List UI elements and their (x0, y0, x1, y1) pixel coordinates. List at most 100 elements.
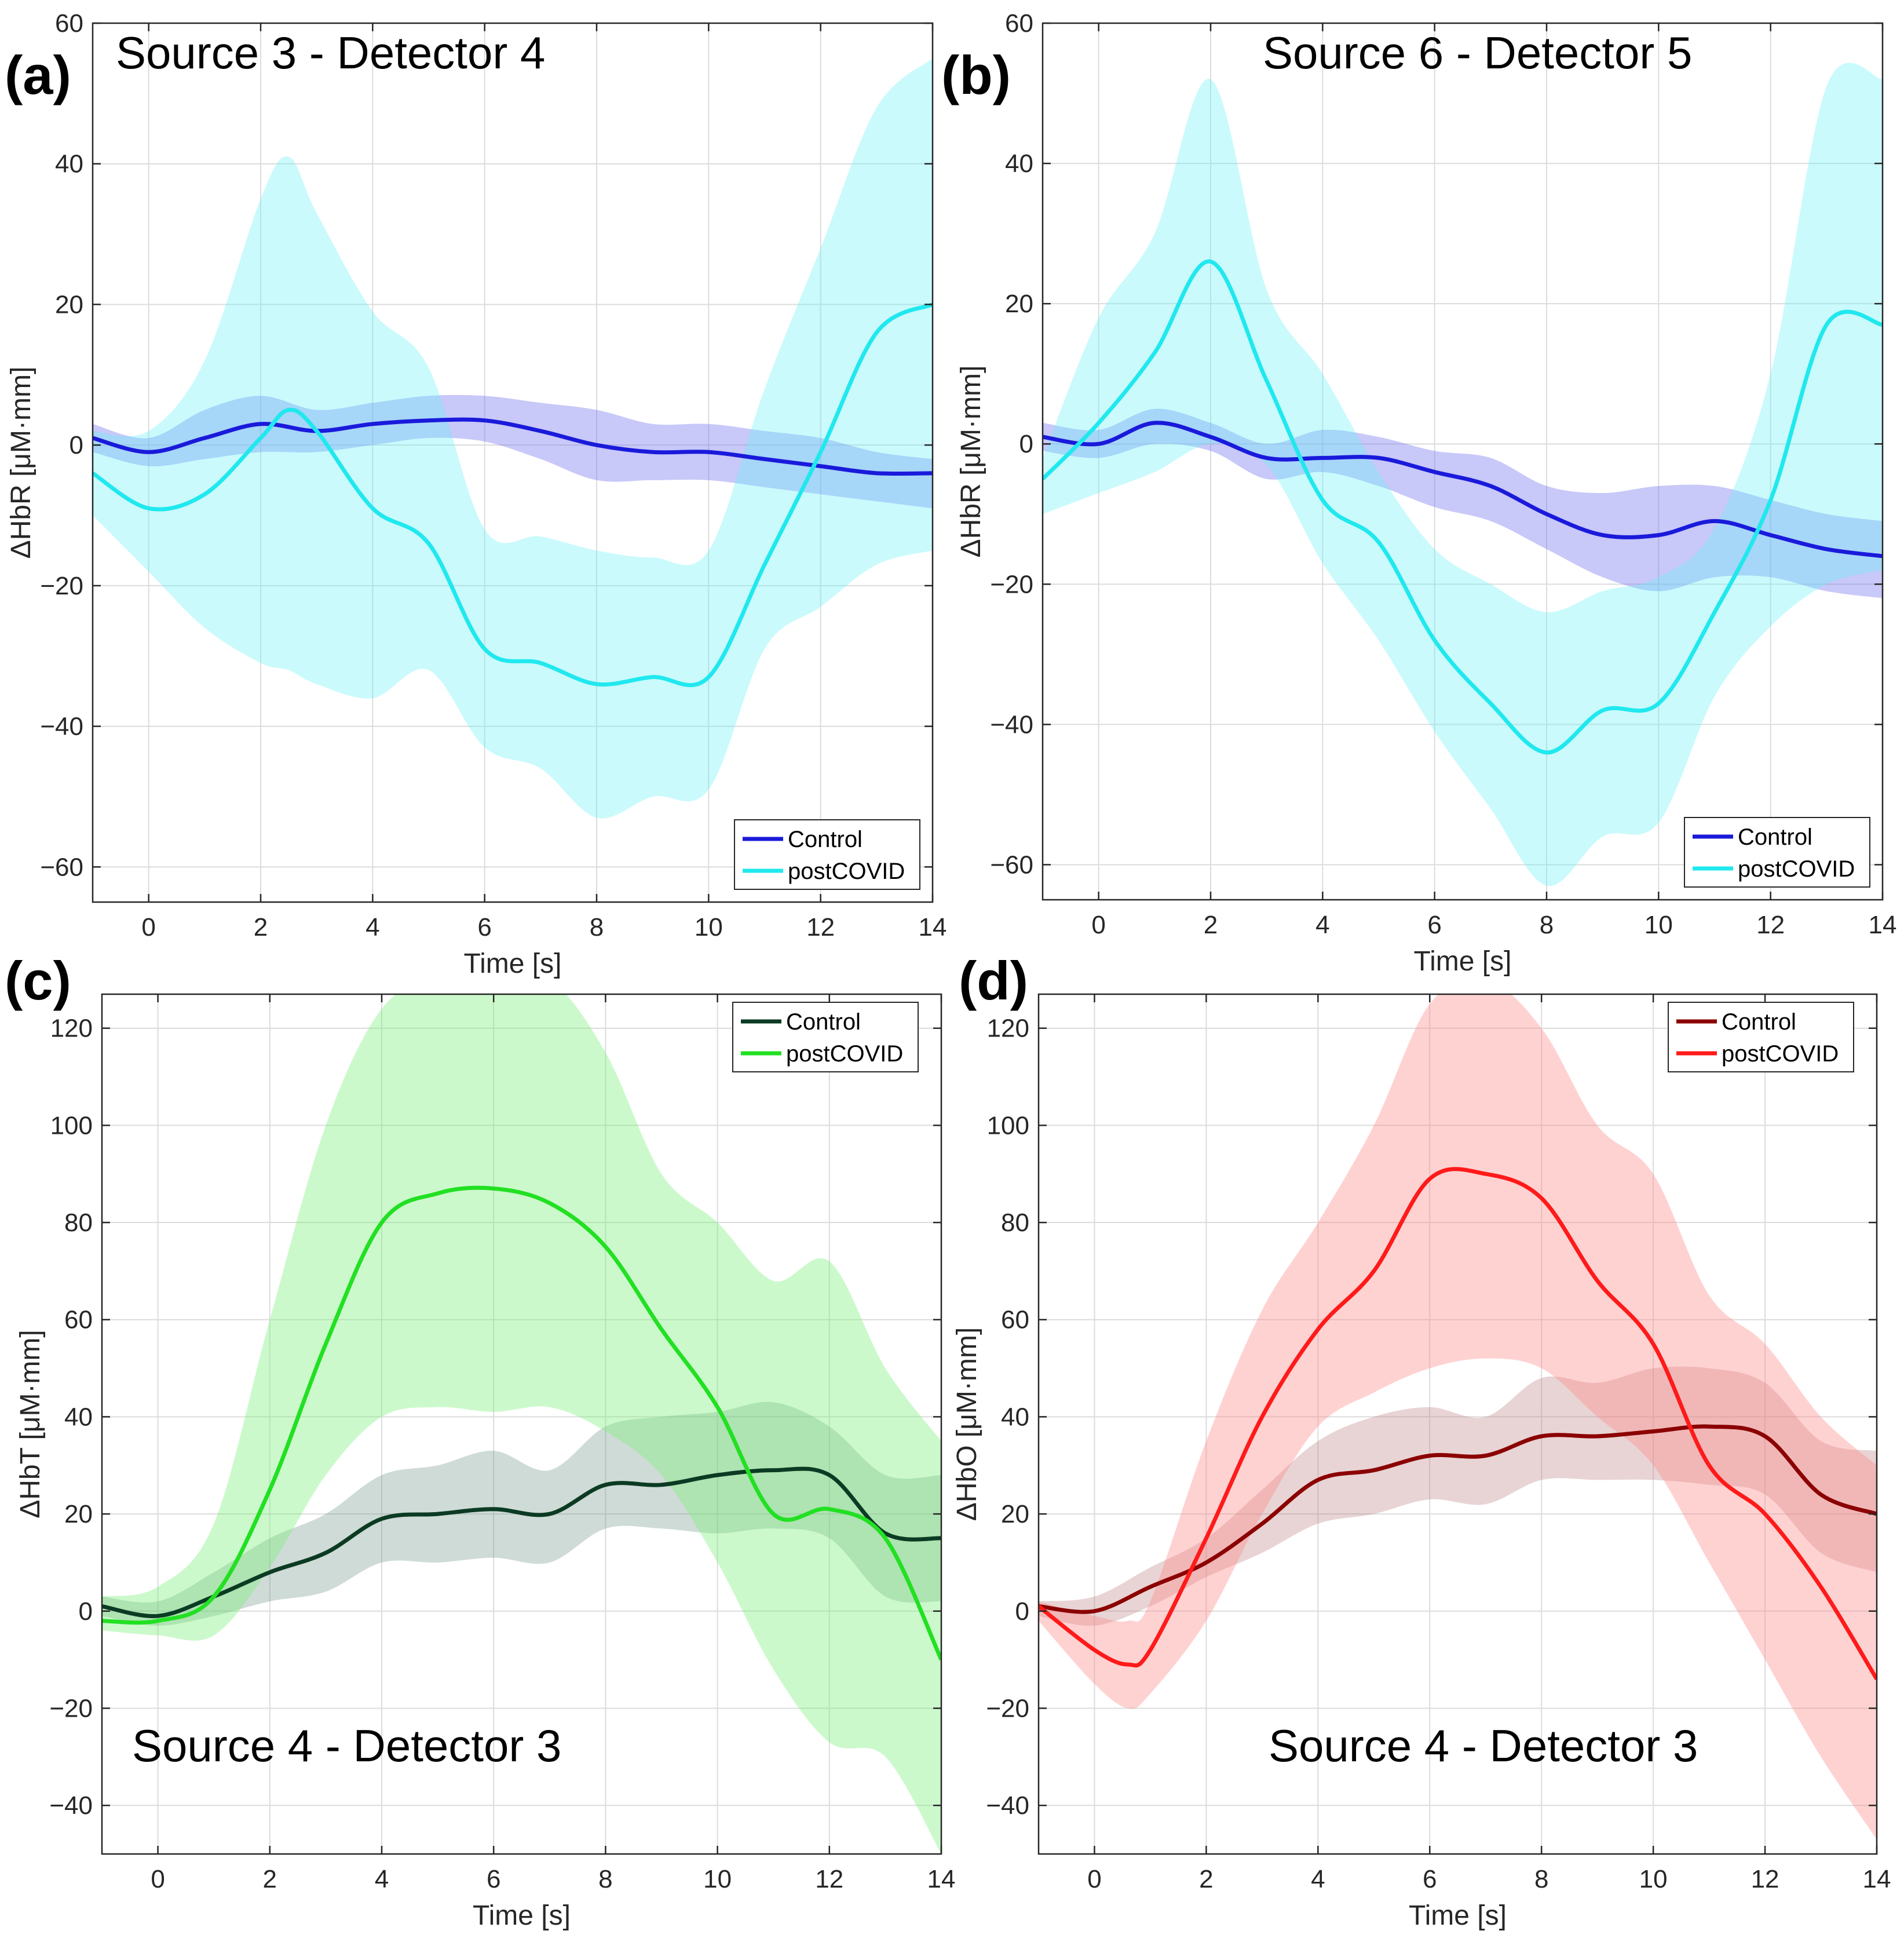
legend-entry-postcovid: postCOVID (1738, 856, 1855, 882)
confidence-band-postcovid (93, 58, 933, 819)
y-axis-label: ΔHbT [μM·mm] (15, 1330, 46, 1518)
y-tick-label: 0 (1015, 1597, 1029, 1626)
x-tick-label: 0 (1087, 1865, 1101, 1893)
x-tick-label: 4 (1311, 1865, 1325, 1893)
y-tick-label: 20 (1005, 290, 1033, 318)
legend-box (1684, 817, 1870, 888)
y-tick-label: −40 (990, 710, 1033, 739)
confidence-band-postcovid (1039, 994, 1877, 1839)
legend: Control postCOVID (734, 819, 920, 890)
legend-entry-control: Control (786, 1009, 861, 1035)
y-tick-label: −20 (990, 570, 1033, 598)
y-tick-label: −20 (986, 1694, 1029, 1722)
y-tick-label: −40 (40, 713, 83, 741)
x-tick-label: 4 (366, 913, 379, 941)
x-axis-label: Time [s] (473, 1900, 571, 1931)
x-tick-label: 12 (1756, 911, 1785, 939)
y-tick-label: 40 (64, 1403, 93, 1431)
x-tick-label: 8 (1540, 911, 1554, 939)
x-tick-label: 8 (590, 913, 604, 941)
legend-entry-control: Control (788, 827, 863, 852)
panel-label: (b) (941, 45, 1011, 105)
x-tick-label: 0 (141, 913, 155, 941)
panel-title: Source 4 - Detector 3 (1269, 1720, 1698, 1771)
panel-title: Source 4 - Detector 3 (132, 1720, 561, 1771)
y-tick-label: 40 (55, 150, 83, 178)
x-tick-label: 14 (927, 1865, 956, 1893)
legend-entry-postcovid: postCOVID (788, 859, 905, 884)
panel-c: 0 2 4 6 8 10 12 14 −40 −20 0 20 40 60 80 100 120 Time [s]… (5, 950, 955, 1931)
y-axis-label: ΔHbR [μM·mm] (6, 367, 36, 559)
legend-entry-control: Control (1722, 1009, 1796, 1035)
x-tick-label: 10 (1644, 911, 1673, 939)
series-line-control (1043, 421, 1883, 559)
y-tick-label: 60 (55, 9, 83, 38)
series-line-control (1039, 1424, 1877, 1614)
confidence-band-postcovid (1043, 63, 1883, 886)
x-tick-label: 0 (1091, 911, 1105, 939)
y-tick-label: 20 (55, 290, 83, 319)
series-line-postcovid (1039, 1167, 1877, 1681)
panel-title: Source 3 - Detector 4 (116, 27, 545, 78)
series-line-postcovid (102, 1185, 941, 1661)
legend-entry-control: Control (1738, 824, 1812, 850)
series-group (93, 58, 933, 819)
x-tick-label: 6 (477, 913, 491, 941)
panel-b: 0 2 4 6 8 10 12 14 −60 −40 −20 0 20 40 60 Time [s] ΔHbR … (941, 9, 1896, 977)
y-tick-label: 80 (64, 1209, 93, 1237)
x-tick-label: 10 (1639, 1865, 1668, 1893)
panel-label: (a) (5, 45, 71, 105)
series-group (1043, 63, 1883, 886)
series-line-postcovid (1043, 259, 1883, 755)
y-tick-label: 0 (70, 431, 83, 459)
y-tick-label: −20 (40, 572, 83, 600)
x-tick-label: 6 (1423, 1865, 1437, 1893)
x-tick-label: 14 (919, 913, 947, 941)
x-tick-label: 8 (1534, 1865, 1548, 1893)
axes-box (1037, 993, 1878, 1855)
series-line-postcovid (93, 302, 933, 688)
x-tick-label: 10 (703, 1865, 732, 1893)
x-tick-label: 2 (254, 913, 268, 941)
y-tick-label: 80 (1001, 1209, 1029, 1237)
y-tick-label: 20 (1001, 1500, 1029, 1528)
y-tick-label: 60 (1001, 1306, 1029, 1334)
series-line-control (102, 1466, 941, 1618)
x-tick-label: 6 (487, 1865, 500, 1893)
y-tick-label: 60 (1005, 9, 1033, 38)
series-line-control (93, 417, 933, 476)
legend: Control postCOVID (1684, 817, 1870, 888)
legend-entry-postcovid: postCOVID (786, 1041, 903, 1067)
axes-box (92, 22, 934, 903)
panel-title: Source 6 - Detector 5 (1263, 27, 1692, 78)
grid (1039, 994, 1877, 1854)
y-axis-label: ΔHbO [μM·mm] (952, 1327, 982, 1521)
panel-d: 0 2 4 6 8 10 12 14 −40 −20 0 20 40 60 80 100 120 Time [s]… (952, 950, 1891, 1931)
y-tick-label: 120 (987, 1014, 1029, 1043)
y-tick-label: 0 (79, 1597, 93, 1626)
x-tick-label: 4 (375, 1865, 389, 1893)
panel-a: 0 2 4 6 8 10 12 14 −60 −40 −20 0 20 40 60 Time [s] ΔHbR … (5, 9, 946, 979)
plot-area (1043, 23, 1883, 900)
x-tick-label: 2 (1204, 911, 1218, 939)
panel-label: (c) (5, 950, 71, 1011)
y-tick-label: 20 (64, 1500, 93, 1528)
x-axis-label: Time [s] (464, 948, 562, 979)
plot-area (1039, 994, 1877, 1854)
y-tick-label: 40 (1005, 149, 1033, 178)
x-tick-label: 2 (263, 1865, 277, 1893)
legend-entry-postcovid: postCOVID (1722, 1041, 1839, 1067)
ticks (1043, 22, 1884, 900)
ticks (1039, 994, 1878, 1854)
confidence-band-control (93, 395, 933, 509)
legend: Control postCOVID (1668, 1002, 1854, 1072)
panel-label: (d) (959, 950, 1028, 1011)
legend: Control postCOVID (732, 1002, 919, 1072)
y-tick-label: −20 (49, 1694, 93, 1722)
legend-box (732, 1002, 919, 1072)
axes-box (101, 993, 942, 1855)
x-tick-label: 6 (1427, 911, 1441, 939)
x-tick-label: 0 (151, 1865, 165, 1893)
legend-box (1668, 1002, 1854, 1072)
